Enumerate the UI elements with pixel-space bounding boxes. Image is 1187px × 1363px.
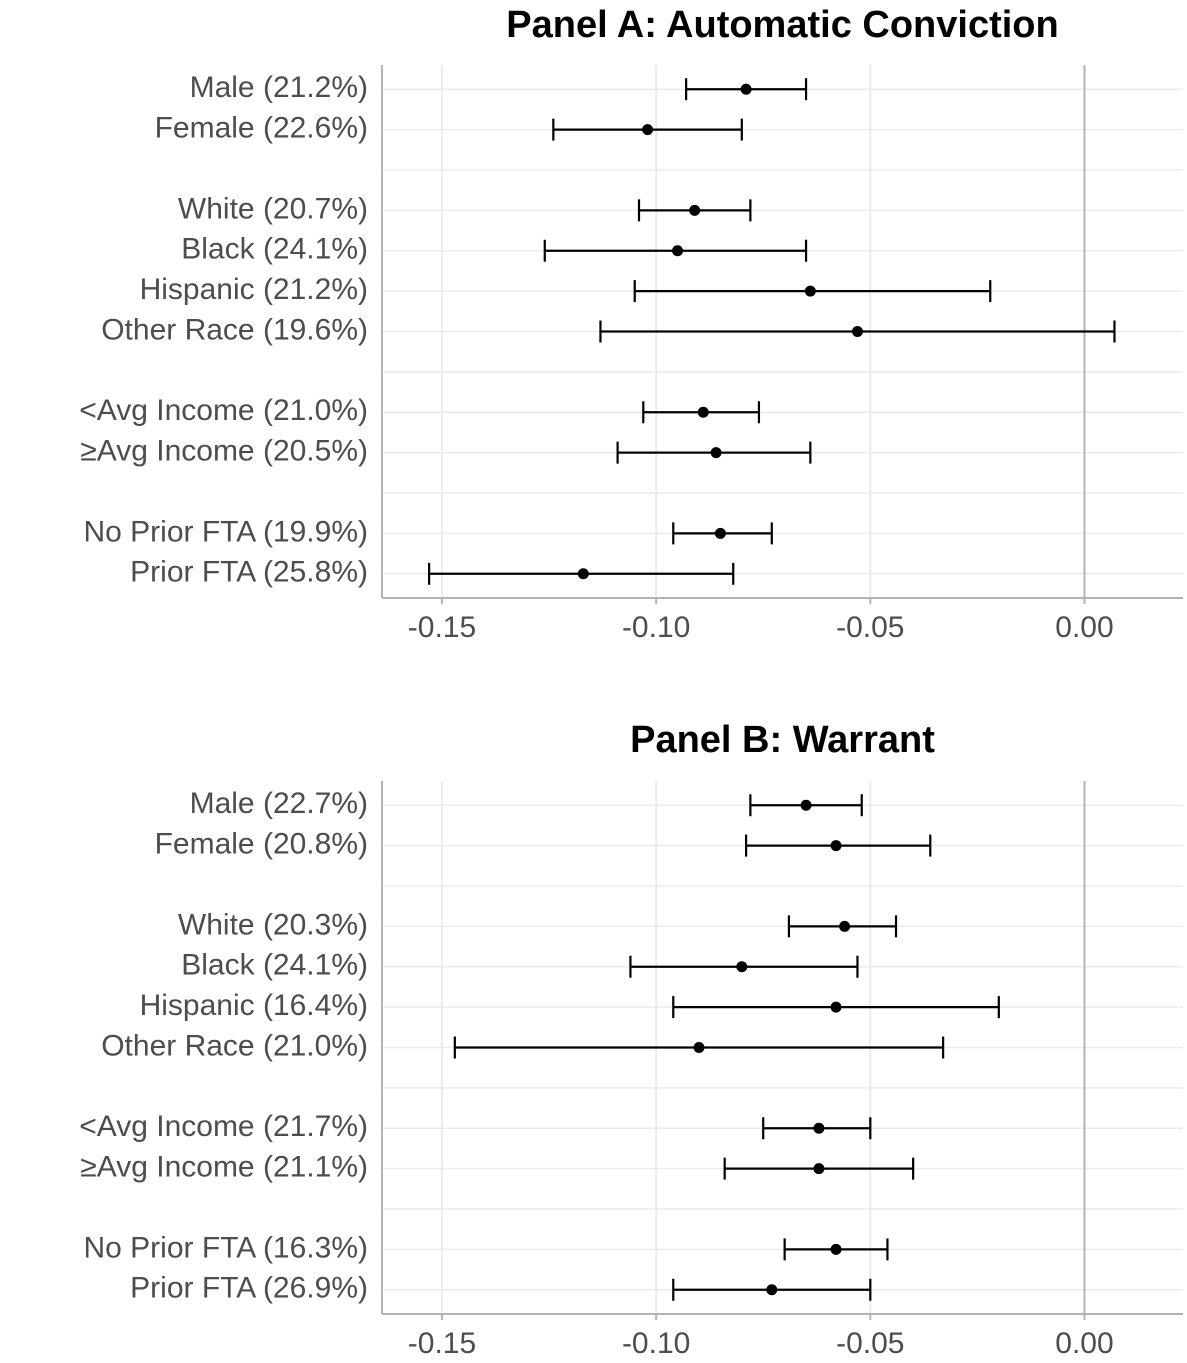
chart-title: Panel A: Automatic Conviction <box>506 4 1058 46</box>
point <box>577 568 589 580</box>
point <box>710 447 722 459</box>
y-tick-label: ≥Avg Income (21.1%) <box>80 1151 368 1184</box>
point <box>642 124 654 136</box>
y-tick-label: <Avg Income (21.7%) <box>79 1110 368 1143</box>
point <box>714 527 726 539</box>
y-tick-label: <Avg Income (21.0%) <box>79 394 368 427</box>
y-tick-label: No Prior FTA (16.3%) <box>83 1231 368 1264</box>
y-tick-label: White (20.7%) <box>178 192 368 225</box>
y-tick-label: Prior FTA (26.9%) <box>130 1272 368 1305</box>
point <box>830 1001 842 1013</box>
y-tick-label: Other Race (19.6%) <box>101 313 368 346</box>
y-tick-label: ≥Avg Income (20.5%) <box>80 435 368 468</box>
x-tick-label: -0.15 <box>408 611 476 644</box>
point <box>740 83 752 95</box>
point <box>697 406 709 418</box>
x-tick-label: -0.05 <box>836 611 904 644</box>
point <box>830 840 842 852</box>
point <box>800 799 812 811</box>
y-tick-label: Male (21.2%) <box>190 71 368 104</box>
y-tick-label: No Prior FTA (19.9%) <box>83 515 368 548</box>
y-tick-label: Female (20.8%) <box>155 828 368 861</box>
y-tick-label: Hispanic (21.2%) <box>140 273 368 306</box>
point <box>839 920 851 932</box>
point <box>689 204 701 216</box>
y-tick-label: Male (22.7%) <box>190 787 368 820</box>
point <box>693 1042 705 1053</box>
y-tick-label: Other Race (21.0%) <box>101 1029 368 1062</box>
x-tick-label: -0.15 <box>408 1327 476 1360</box>
point <box>851 326 863 337</box>
x-tick-label: -0.05 <box>836 1327 904 1360</box>
y-tick-label: Prior FTA (25.8%) <box>130 556 368 589</box>
point <box>736 961 748 973</box>
point <box>766 1284 778 1296</box>
x-tick-label: 0.00 <box>1055 1327 1113 1360</box>
x-tick-label: -0.10 <box>622 1327 690 1360</box>
point <box>830 1243 842 1255</box>
chart-title: Panel B: Warrant <box>630 719 935 761</box>
point <box>804 285 816 297</box>
x-tick-label: -0.10 <box>622 611 690 644</box>
point <box>672 245 684 257</box>
y-tick-label: Hispanic (16.4%) <box>140 989 368 1022</box>
point <box>813 1163 825 1175</box>
point <box>813 1122 825 1134</box>
y-tick-label: Black (24.1%) <box>181 949 368 982</box>
y-tick-label: Female (22.6%) <box>155 112 368 145</box>
x-tick-label: 0.00 <box>1055 611 1113 644</box>
y-tick-label: White (20.3%) <box>178 908 368 941</box>
y-tick-label: Black (24.1%) <box>181 233 368 266</box>
